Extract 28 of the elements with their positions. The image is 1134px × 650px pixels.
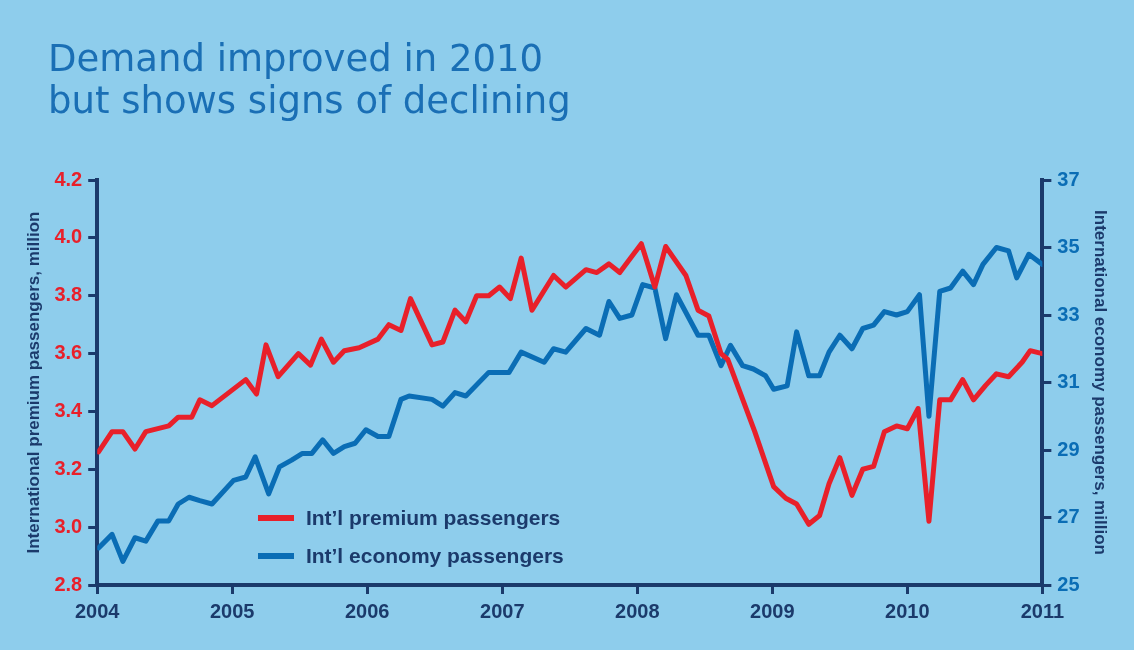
x-tick-label: 2009 [750,599,795,622]
x-tick-label: 2006 [345,599,390,622]
y-tick-label: 4.2 [54,167,83,190]
y-axis-title: International premium passengers, million [23,211,43,554]
y2-axis-title: International economy passengers, million [1091,210,1111,555]
x-tick-label: 2007 [480,599,525,622]
y-tick-label: 2.8 [54,572,83,595]
y-tick-label: 3.8 [54,283,83,306]
y2-tick-label: 35 [1057,235,1080,258]
x-tick-label: 2010 [885,599,930,622]
y-tick-label: 4.0 [54,225,83,248]
y2-tick-label: 33 [1057,302,1080,325]
chart-title: Demand improved in 2010 but shows signs of declining [48,37,571,122]
y-tick-label: 3.0 [54,514,83,537]
x-tick-label: 2011 [1020,599,1065,622]
y-tick-label: 3.2 [54,456,83,479]
y-tick-label: 3.6 [54,341,83,364]
y2-tick-label: 31 [1057,370,1080,393]
y2-tick-label: 27 [1057,505,1080,528]
y2-tick-label: 29 [1057,437,1080,460]
x-tick-label: 2008 [615,599,660,622]
legend-label: Int’l premium passengers [305,506,561,530]
x-tick-label: 2004 [74,599,121,622]
x-tick-label: 2005 [209,599,255,622]
legend-label: Int’l economy passengers [305,544,564,568]
y-tick-label: 3.4 [54,398,84,421]
y2-tick-label: 25 [1057,572,1080,595]
y2-tick-label: 37 [1057,167,1080,190]
